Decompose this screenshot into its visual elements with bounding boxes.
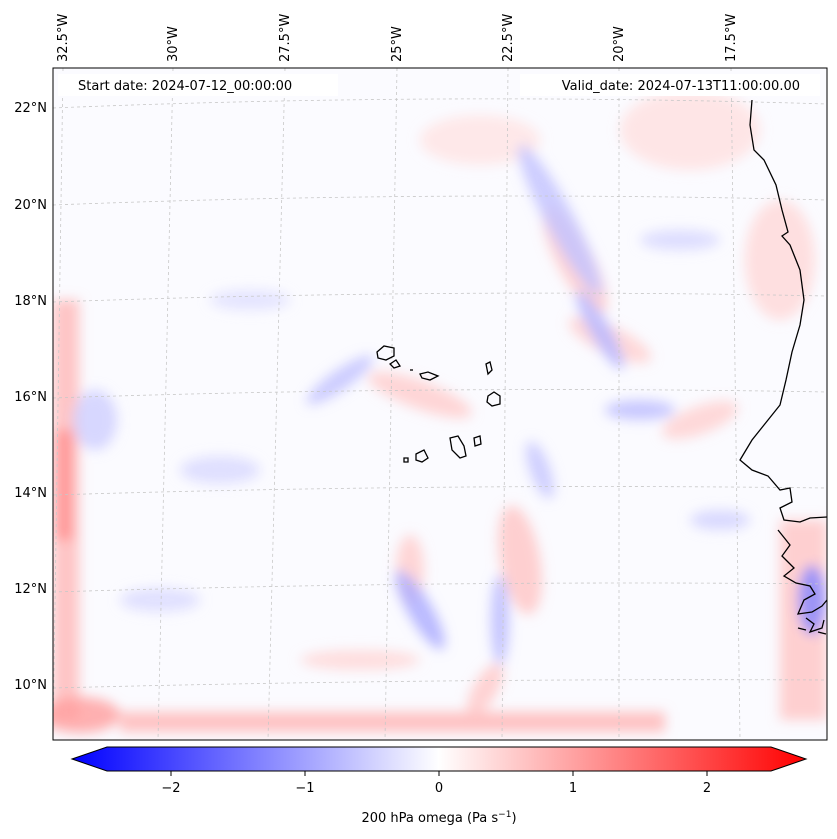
island-maio bbox=[473, 435, 482, 447]
lon-label: 17.5°W bbox=[724, 14, 739, 62]
island-brava bbox=[403, 457, 409, 463]
omega-red-streak-6 bbox=[662, 401, 738, 439]
colorbar-label-end: ) bbox=[511, 811, 516, 826]
colorbar-body bbox=[70, 746, 808, 772]
omega-blue-streak-8 bbox=[798, 565, 826, 635]
omega-blue-streak-10 bbox=[180, 456, 260, 484]
omega-blue-streak-14 bbox=[690, 510, 750, 530]
omega-blue-streak-3 bbox=[605, 400, 675, 420]
colorbar-tick-label: 2 bbox=[703, 781, 711, 796]
omega-blue-streak-1 bbox=[518, 144, 602, 296]
colorbar-tick-label: −1 bbox=[295, 781, 314, 796]
omega-red-topright bbox=[620, 90, 760, 170]
coastlines bbox=[376, 99, 827, 635]
lat-label: 22°N bbox=[14, 101, 47, 116]
island-fogo bbox=[415, 449, 429, 463]
lat-label: 10°N bbox=[14, 678, 47, 693]
lat-label: 12°N bbox=[14, 582, 47, 597]
island-santiago bbox=[449, 435, 467, 459]
omega-red-streak-7 bbox=[300, 650, 420, 670]
omega-red-streak-8 bbox=[466, 663, 504, 717]
omega-blue-streak-4 bbox=[395, 570, 445, 650]
map-panel: Start date: 2024-07-12_00:00:00 Valid_da… bbox=[53, 68, 827, 740]
lat-label: 16°N bbox=[14, 390, 47, 405]
omega-red-streak-2 bbox=[498, 505, 542, 615]
lat-label: 18°N bbox=[14, 294, 47, 309]
omega-red-streak-3 bbox=[368, 372, 472, 418]
longitude-labels: 32.5°W 30°W 27.5°W 25°W 22.5°W 20°W 17.5… bbox=[56, 14, 739, 62]
lon-label: 30°W bbox=[166, 26, 181, 62]
island-sal bbox=[485, 361, 493, 376]
lon-label: 25°W bbox=[390, 26, 405, 62]
start-date-box bbox=[58, 74, 338, 96]
lon-label: 20°W bbox=[612, 26, 627, 62]
omega-blue-streak-7 bbox=[526, 441, 554, 499]
map-frame bbox=[52, 67, 828, 741]
omega-red-left-core bbox=[56, 430, 72, 540]
island-sao-nicolau bbox=[419, 371, 440, 381]
lon-label: 32.5°W bbox=[56, 14, 71, 62]
bissagos-islands bbox=[797, 617, 827, 635]
omega-blue-streak-9 bbox=[73, 390, 117, 450]
gridlines bbox=[53, 68, 827, 740]
island-santo-antao bbox=[376, 345, 395, 361]
colorbar-tick-label: 0 bbox=[435, 781, 443, 796]
omega-red-bottom-band bbox=[120, 712, 665, 732]
colorbar-tick-label: 1 bbox=[569, 781, 577, 796]
colorbar-label-sup: −1 bbox=[498, 810, 511, 820]
omega-red-bottom-left bbox=[53, 697, 120, 733]
omega-blue-streak-5 bbox=[491, 575, 509, 665]
lat-label: 14°N bbox=[14, 486, 47, 501]
lat-label: 20°N bbox=[14, 198, 47, 213]
omega-blue-streak-13 bbox=[120, 588, 200, 612]
lon-label: 22.5°W bbox=[501, 14, 516, 62]
omega-blue-streak-11 bbox=[210, 290, 290, 310]
lon-label: 27.5°W bbox=[278, 14, 293, 62]
start-date-label: Start date: 2024-07-12_00:00:00 bbox=[78, 79, 292, 94]
colorbar-ticks bbox=[170, 771, 708, 776]
omega-field bbox=[53, 90, 827, 733]
latitude-labels: 22°N 20°N 18°N 16°N 14°N 12°N 10°N bbox=[14, 101, 47, 693]
colorbar: −2 −1 0 1 2 200 hPa omega (Pa s−1) bbox=[70, 746, 808, 826]
colorbar-tick-label: −2 bbox=[161, 781, 180, 796]
africa-coastline bbox=[739, 99, 827, 523]
island-boa-vista bbox=[486, 391, 501, 407]
colorbar-label-main: 200 hPa omega (Pa s bbox=[361, 811, 498, 826]
omega-blue-streak-6 bbox=[306, 355, 374, 405]
valid-date-box bbox=[520, 74, 820, 96]
valid-date-label: Valid_date: 2024-07-13T11:00:00.00 bbox=[562, 79, 800, 94]
colorbar-label: 200 hPa omega (Pa s−1) bbox=[361, 810, 516, 826]
omega-blue-streak-12 bbox=[640, 230, 720, 250]
island-sao-vicente bbox=[388, 359, 402, 369]
africa-coast-south bbox=[777, 529, 827, 615]
omega-blue-streak-2 bbox=[575, 290, 625, 370]
omega-red-topleft bbox=[420, 115, 540, 165]
omega-red-streak-9 bbox=[745, 200, 815, 320]
